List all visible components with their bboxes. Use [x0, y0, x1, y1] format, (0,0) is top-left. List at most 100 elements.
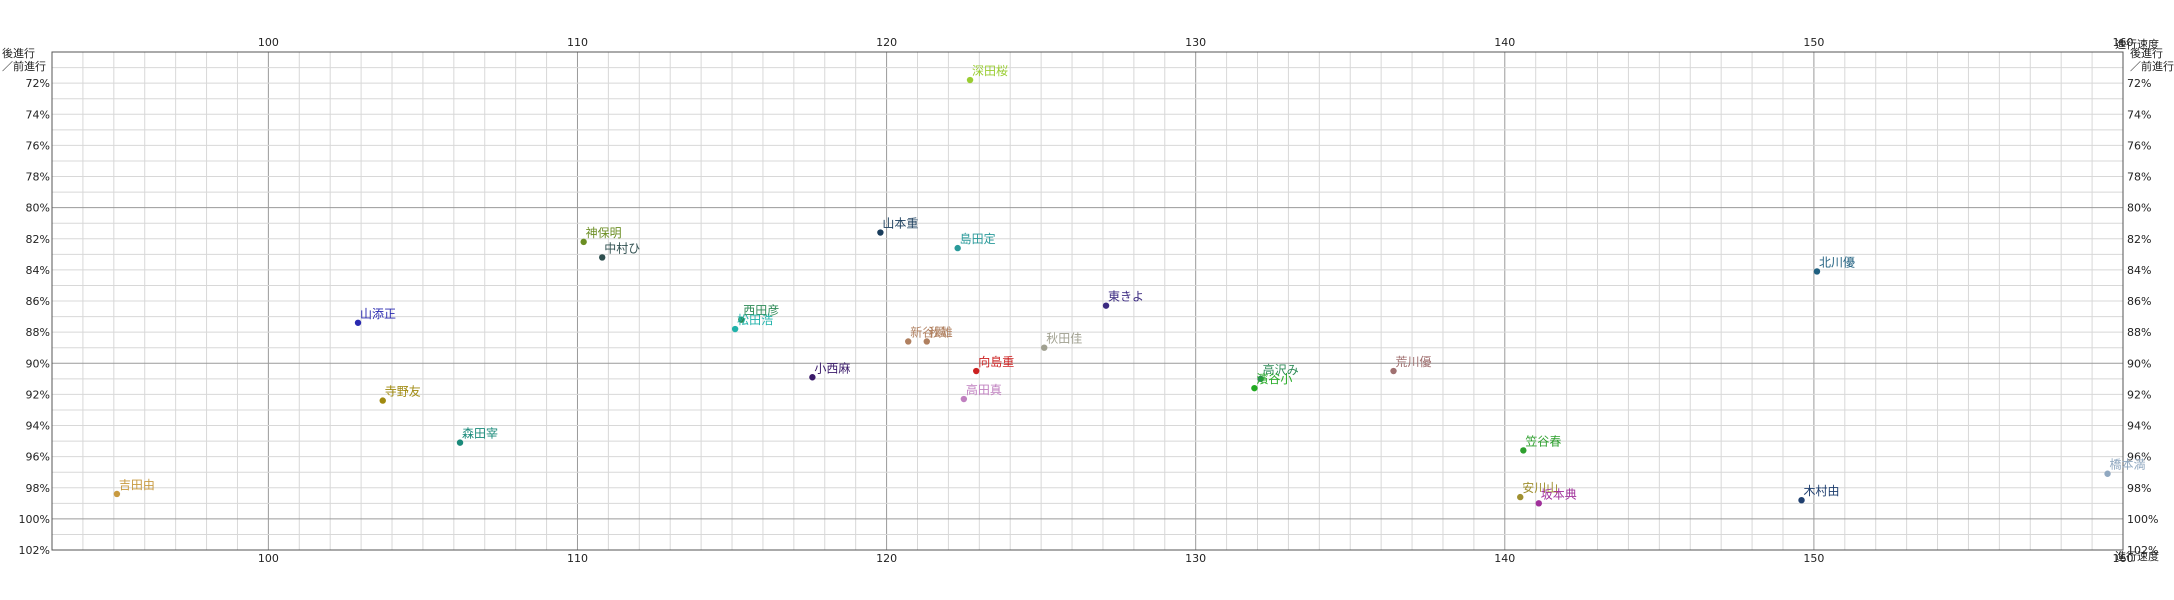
y-tick-label-left: 88% — [26, 326, 50, 339]
data-point-label: 橋本満 — [2110, 458, 2146, 472]
data-point-label: 寺野友 — [385, 385, 421, 399]
data-point-label: 山本重 — [882, 217, 918, 231]
x-tick-label-top: 110 — [567, 36, 588, 49]
grid — [51, 51, 2124, 551]
x-tick-label-bottom: 150 — [1803, 552, 1824, 565]
y-tick-label-left: 98% — [26, 482, 50, 495]
data-point — [1257, 375, 1264, 383]
x-tick-label-top: 100 — [258, 36, 279, 49]
data-point-label: 西田彦 — [743, 303, 779, 318]
data-point-label: 木村由 — [1804, 484, 1840, 498]
y-tick-label-right: 102% — [2127, 544, 2158, 557]
x-tick-label-bottom: 110 — [567, 552, 588, 565]
data-point-label: 安川山 — [1522, 480, 1558, 495]
data-point — [809, 374, 816, 381]
y-tick-label-right: 84% — [2127, 264, 2151, 277]
x-tick-label-top: 160 — [2113, 36, 2134, 49]
y-tick-label-left: 86% — [26, 295, 50, 308]
y-tick-label-left: 76% — [26, 139, 50, 152]
y-tick-label-left: 80% — [26, 202, 50, 215]
data-point — [1390, 367, 1397, 375]
data-point-label: 笠谷春 — [1525, 433, 1561, 448]
y-tick-label-right: 100% — [2127, 513, 2158, 526]
data-point — [456, 439, 464, 446]
plot-frame — [51, 51, 2124, 551]
y-tick-label-right: 94% — [2127, 420, 2151, 433]
y-tick-label-right: 90% — [2127, 357, 2151, 370]
y-tick-label-right: 74% — [2127, 108, 2151, 121]
y-tick-label-left: 92% — [26, 388, 50, 401]
data-point — [1520, 447, 1527, 454]
data-point-label: 高田真 — [966, 382, 1002, 397]
y-tick-label-left: 74% — [26, 108, 50, 121]
x-tick-label-top: 140 — [1494, 36, 1515, 49]
y-tick-label-right: 92% — [2127, 388, 2151, 401]
y-tick-label-left: 78% — [26, 171, 50, 184]
y-axis-title-left-1: 後進行 — [2, 46, 35, 60]
data-point — [1535, 500, 1542, 507]
data-point-label: 島田定 — [960, 231, 996, 246]
y-tick-label-left: 72% — [26, 77, 50, 90]
y-tick-label-left: 90% — [26, 357, 50, 370]
data-point-label: 深田桜 — [972, 64, 1008, 78]
data-point — [2104, 470, 2111, 477]
data-point-label: 向島重 — [978, 354, 1014, 369]
data-point-label: 森田宰 — [462, 426, 498, 441]
y-tick-label-left: 100% — [19, 513, 50, 526]
y-tick-label-left: 82% — [26, 233, 50, 246]
y-tick-label-right: 76% — [2127, 139, 2151, 152]
y-tick-label-left: 94% — [26, 420, 50, 433]
data-point-label: 小西麻 — [814, 360, 850, 375]
data-point-label: 秋雄 — [929, 324, 953, 339]
y-tick-label-right: 86% — [2127, 295, 2151, 308]
y-axis-title-left-2: ／前進行 — [2, 59, 46, 73]
data-point-label: 濱谷小 — [1256, 372, 1292, 386]
y-tick-label-right: 78% — [2127, 171, 2151, 184]
data-point-label: 坂本典 — [1541, 487, 1577, 501]
data-point-label: 松田浩 — [737, 313, 773, 327]
x-tick-label-top: 130 — [1185, 36, 1206, 49]
y-tick-label-right: 72% — [2127, 77, 2151, 90]
axes — [51, 51, 2124, 551]
data-point-label: 高沢み — [1263, 362, 1299, 377]
data-point — [877, 229, 884, 236]
data-point — [1041, 344, 1048, 351]
y-tick-label-left: 84% — [26, 264, 50, 277]
data-point — [379, 397, 386, 404]
x-tick-label-top: 120 — [876, 36, 897, 49]
data-point — [1517, 493, 1524, 501]
x-tick-label-top: 150 — [1803, 36, 1824, 49]
data-point — [954, 244, 961, 252]
y-tick-label-right: 88% — [2127, 326, 2151, 339]
x-tick-label-bottom: 100 — [258, 552, 279, 565]
data-point-label: 北川優 — [1819, 255, 1855, 269]
x-tick-label-bottom: 160 — [2113, 552, 2134, 565]
x-axis-title-bottom: 進行速度 — [2115, 549, 2159, 563]
data-point-label: 秋田佳 — [1046, 332, 1082, 346]
data-point — [960, 395, 968, 403]
data-point — [113, 490, 121, 498]
data-point — [1102, 302, 1110, 309]
data-point-label: 山添正 — [360, 307, 396, 321]
data-point-label: 荒川優 — [1396, 355, 1432, 369]
data-point — [354, 319, 362, 326]
data-point — [738, 316, 745, 323]
y-tick-label-right: 80% — [2127, 202, 2151, 215]
x-tick-label-bottom: 120 — [876, 552, 897, 565]
data-point — [1813, 268, 1821, 275]
y-tick-label-right: 98% — [2127, 482, 2151, 495]
data-point — [580, 238, 587, 246]
tick-labels: 1001001101101201201301301401401501501601… — [19, 36, 2159, 565]
data-point-label: 神保明 — [586, 226, 622, 240]
data-point — [973, 367, 980, 375]
data-point — [1251, 384, 1258, 392]
data-point-label: 吉田由 — [119, 478, 155, 492]
x-axis-title-top: 進行速度 — [2115, 37, 2159, 51]
y-tick-label-right: 96% — [2127, 451, 2151, 464]
x-tick-label-bottom: 140 — [1494, 552, 1515, 565]
data-point — [966, 76, 974, 84]
data-point — [923, 338, 930, 345]
data-point — [731, 325, 739, 333]
